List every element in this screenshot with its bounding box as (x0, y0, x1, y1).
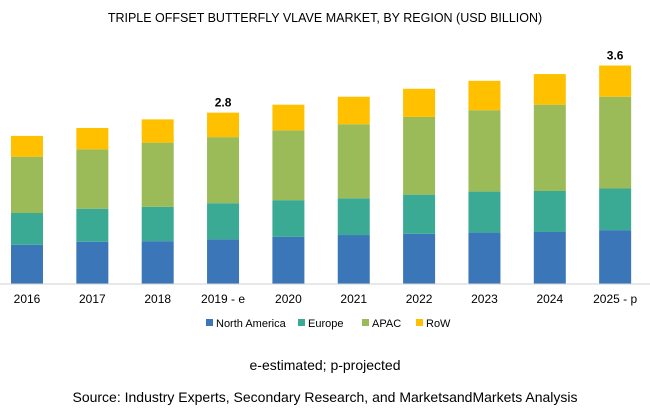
bar-row-2020 (272, 104, 305, 131)
x-tick-label: 2021 (340, 292, 367, 306)
bar-apac-2017 (76, 149, 109, 209)
bar-apac-2018 (141, 142, 174, 207)
bar-row-2024 (533, 74, 566, 105)
bar-apac-2021 (337, 124, 370, 199)
legend-label: APAC (372, 318, 401, 330)
x-tick-label: 2023 (471, 292, 498, 306)
bar-north-america-2022 (403, 233, 436, 284)
bar-europe-2022 (403, 194, 436, 234)
bar-europe-2018 (141, 206, 174, 242)
bar-europe-2023 (468, 191, 501, 233)
source-note: Source: Industry Experts, Secondary Rese… (72, 389, 577, 405)
x-tick-label: 2018 (144, 292, 171, 306)
legend-label: North America (216, 318, 287, 330)
bar-apac-2016 (11, 156, 43, 214)
bar-north-america-2016 (11, 244, 43, 284)
bar-europe-2019-e (207, 203, 240, 240)
bar-north-america-2024 (533, 231, 566, 284)
bar-row-2025-p (599, 65, 632, 97)
chart-title: TRIPLE OFFSET BUTTERFLY VLAVE MARKET, BY… (108, 11, 542, 25)
x-tick-label: 2024 (536, 292, 563, 306)
data-label: 3.6 (607, 49, 624, 63)
bar-apac-2020 (272, 130, 305, 201)
bar-north-america-2023 (468, 232, 501, 284)
bar-europe-2024 (533, 190, 566, 232)
bar-north-america-2021 (337, 235, 370, 284)
bar-row-2018 (141, 119, 174, 143)
bar-north-america-2017 (76, 241, 109, 284)
bar-north-america-2019-e (207, 239, 240, 284)
bar-row-2023 (468, 80, 501, 111)
bar-apac-2024 (533, 104, 566, 191)
legend-label: Europe (308, 318, 343, 330)
bar-apac-2019-e (207, 137, 240, 204)
bar-north-america-2025-p (599, 230, 632, 284)
legend-swatch (362, 319, 369, 326)
bar-apac-2023 (468, 110, 501, 192)
x-tick-label: 2017 (79, 292, 106, 306)
bar-north-america-2018 (141, 241, 174, 284)
x-tick-label: 2025 - p (593, 292, 637, 306)
footnote: e-estimated; p-projected (250, 357, 401, 373)
bar-europe-2016 (11, 213, 43, 245)
x-tick-label: 2020 (275, 292, 302, 306)
bar-europe-2017 (76, 208, 109, 242)
x-tick-label: 2016 (14, 292, 41, 306)
bar-north-america-2020 (272, 236, 305, 284)
legend-swatch (206, 319, 213, 326)
data-label: 2.8 (215, 96, 232, 110)
legend-label: RoW (426, 318, 451, 330)
bar-row-2021 (337, 96, 370, 125)
x-tick-label: 2022 (406, 292, 433, 306)
bar-row-2017 (76, 127, 109, 150)
legend-swatch (298, 319, 305, 326)
x-tick-label: 2019 - e (201, 292, 245, 306)
bar-europe-2020 (272, 200, 305, 237)
bar-row-2019-e (207, 112, 240, 138)
legend-swatch (416, 319, 423, 326)
bar-apac-2025-p (599, 96, 632, 189)
bar-europe-2021 (337, 198, 370, 236)
bar-apac-2022 (403, 116, 436, 195)
bar-row-2016 (11, 135, 43, 157)
bar-europe-2025-p (599, 188, 632, 231)
bar-row-2022 (403, 88, 436, 117)
